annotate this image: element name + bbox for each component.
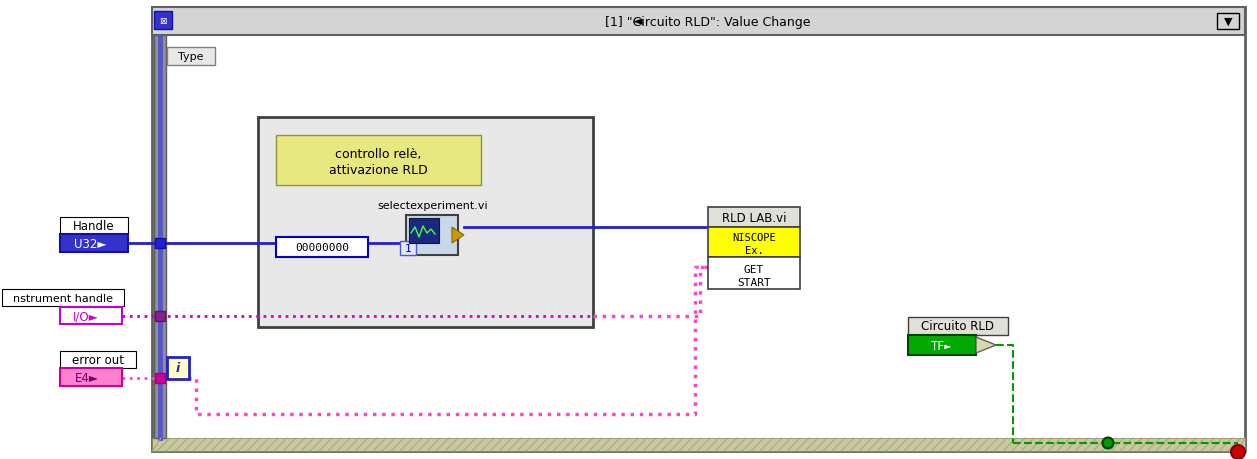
FancyBboxPatch shape <box>258 118 593 327</box>
FancyBboxPatch shape <box>60 368 122 386</box>
Polygon shape <box>975 337 996 353</box>
Text: RLD LAB.vi: RLD LAB.vi <box>722 211 786 224</box>
FancyBboxPatch shape <box>167 48 215 66</box>
FancyBboxPatch shape <box>277 237 368 257</box>
Text: Handle: Handle <box>73 219 114 233</box>
Text: I/O►: I/O► <box>73 309 99 322</box>
FancyBboxPatch shape <box>167 357 189 379</box>
FancyBboxPatch shape <box>409 218 439 243</box>
FancyBboxPatch shape <box>155 373 165 383</box>
Text: E4►: E4► <box>75 371 99 384</box>
Text: nstrument handle: nstrument handle <box>13 293 113 303</box>
Text: i: i <box>176 362 180 375</box>
Text: Type: Type <box>178 52 204 62</box>
Text: ⊠: ⊠ <box>160 17 167 25</box>
Circle shape <box>1231 445 1244 459</box>
Text: NISCOPE: NISCOPE <box>732 233 776 242</box>
Polygon shape <box>453 228 464 243</box>
Text: START: START <box>737 277 771 287</box>
Text: GET: GET <box>744 264 764 274</box>
Text: Circuito RLD: Circuito RLD <box>921 320 994 333</box>
Text: TF►: TF► <box>930 339 952 352</box>
Text: 00000000: 00000000 <box>295 242 349 252</box>
Text: U32►: U32► <box>74 237 106 250</box>
FancyBboxPatch shape <box>400 241 416 256</box>
FancyBboxPatch shape <box>406 216 458 256</box>
FancyBboxPatch shape <box>60 218 128 235</box>
FancyBboxPatch shape <box>60 351 136 368</box>
FancyBboxPatch shape <box>3 289 124 306</box>
FancyBboxPatch shape <box>152 8 1244 21</box>
FancyBboxPatch shape <box>152 438 1244 451</box>
FancyBboxPatch shape <box>277 136 481 185</box>
Text: ▼: ▼ <box>1224 17 1232 27</box>
Text: controllo relè,: controllo relè, <box>334 147 421 160</box>
FancyBboxPatch shape <box>908 335 975 355</box>
FancyBboxPatch shape <box>155 239 165 248</box>
FancyBboxPatch shape <box>708 257 799 289</box>
FancyBboxPatch shape <box>708 228 799 257</box>
FancyBboxPatch shape <box>152 8 1244 451</box>
FancyBboxPatch shape <box>155 311 165 321</box>
FancyBboxPatch shape <box>908 317 1008 335</box>
Text: ◄: ◄ <box>634 16 642 28</box>
FancyBboxPatch shape <box>152 8 1244 36</box>
Text: Ex.: Ex. <box>744 246 763 256</box>
FancyBboxPatch shape <box>1217 14 1239 30</box>
Text: selectexperiment.vi: selectexperiment.vi <box>377 201 488 211</box>
FancyBboxPatch shape <box>155 36 166 438</box>
FancyBboxPatch shape <box>155 12 172 30</box>
FancyBboxPatch shape <box>708 207 799 228</box>
Text: error out: error out <box>72 353 124 366</box>
Text: attivazione RLD: attivazione RLD <box>328 163 427 176</box>
Text: 1: 1 <box>405 243 411 253</box>
Text: [1] "Circuito RLD": Value Change: [1] "Circuito RLD": Value Change <box>606 16 811 28</box>
FancyBboxPatch shape <box>60 235 128 252</box>
FancyBboxPatch shape <box>60 308 122 325</box>
Circle shape <box>1102 437 1114 448</box>
